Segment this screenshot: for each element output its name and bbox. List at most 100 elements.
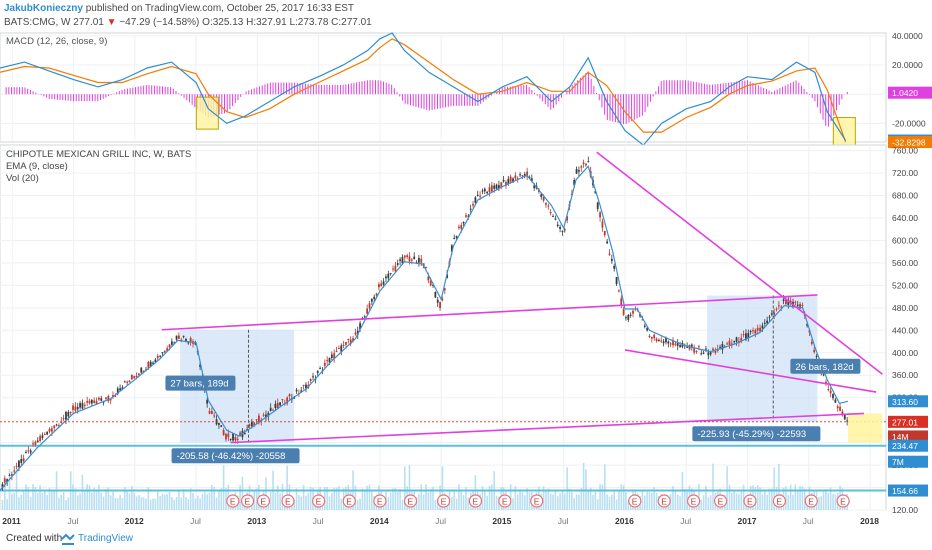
trendline[interactable] (624, 349, 877, 393)
time-axis[interactable]: 2011 Jul 2012 Jul 2013 Jul 2014 Jul 2015 Jul 2016 J… (2, 516, 879, 526)
macd-line[interactable] (0, 32, 847, 147)
earnings-marker-icon[interactable] (437, 494, 451, 508)
candle (276, 402, 279, 408)
price-tick-label: 760.00 (892, 146, 918, 156)
candle (700, 353, 703, 355)
price-tick-label: 120.00 (892, 505, 918, 515)
candle (401, 257, 404, 264)
candle (98, 397, 100, 400)
volume-bar (648, 492, 651, 510)
trendline[interactable] (161, 294, 818, 331)
candle (378, 284, 380, 288)
earnings-marker-icon[interactable] (281, 494, 295, 508)
candle (309, 379, 312, 381)
earnings-marker-label: E (502, 497, 508, 507)
earnings-marker-icon[interactable] (256, 494, 271, 508)
earnings-marker-icon[interactable] (403, 494, 418, 508)
candle (76, 407, 79, 410)
candle (458, 226, 460, 229)
earnings-marker-icon[interactable] (240, 494, 255, 508)
chart-canvas[interactable]: MACD (12, 26, close, 9)40.000020.00000.0… (0, 30, 932, 530)
candle (86, 400, 89, 403)
volume-bar (276, 485, 279, 510)
measure-box[interactable] (707, 295, 818, 422)
price-tick-label: 560.00 (892, 258, 918, 268)
earnings-marker-icon[interactable] (804, 494, 818, 508)
author-link[interactable]: JakubKonieczny (4, 3, 83, 14)
candle (345, 341, 347, 345)
ema-legend: EMA (9, close) (6, 161, 68, 172)
earnings-marker-label: E (718, 497, 724, 507)
earnings-marker-icon[interactable] (530, 494, 544, 508)
volume-bar (323, 487, 326, 510)
price-badge-label: 154.66 (892, 486, 918, 496)
candle (114, 395, 117, 397)
candle (512, 178, 514, 183)
candle (662, 341, 665, 344)
volume-bar (309, 486, 312, 510)
trendline[interactable] (596, 151, 883, 375)
earnings-marker-icon[interactable] (772, 494, 786, 508)
volume-bar (594, 489, 597, 510)
candle (206, 399, 209, 404)
volume-bar (740, 489, 743, 510)
earnings-marker-icon[interactable] (743, 494, 757, 508)
earnings-marker-icon[interactable] (836, 494, 850, 508)
candle (526, 171, 529, 177)
earnings-marker-icon[interactable] (342, 494, 356, 508)
earnings-marker-icon[interactable] (468, 494, 483, 508)
candle (709, 352, 712, 355)
volume-bar (93, 487, 96, 510)
earnings-marker-icon[interactable] (226, 494, 240, 508)
price-badge-label: 14M (892, 432, 909, 442)
volume-bar (705, 485, 707, 510)
time-tick-label: Jul (803, 516, 814, 526)
volume-bar (218, 491, 220, 510)
volume-bar (676, 494, 679, 510)
volume-bar (825, 489, 827, 510)
volume-bar (679, 496, 681, 510)
macd-signal-line[interactable] (0, 38, 847, 143)
volume-bar (199, 498, 201, 510)
earnings-marker-icon[interactable] (687, 494, 701, 508)
candle (815, 356, 818, 358)
volume-bar (818, 496, 820, 510)
price-badge (888, 415, 928, 428)
earnings-marker-icon[interactable] (373, 494, 387, 508)
candle (274, 403, 277, 409)
candle (620, 298, 623, 306)
earnings-marker-icon[interactable] (498, 494, 512, 508)
candle (330, 354, 333, 358)
candle (643, 325, 646, 327)
earnings-marker-icon[interactable] (657, 494, 671, 508)
candle (295, 389, 298, 392)
tradingview-link[interactable]: TradingView (78, 533, 134, 544)
volume-bar (293, 499, 296, 510)
tradingview-logo-icon (61, 533, 75, 545)
macd-value-label: 1.0420 (892, 88, 918, 98)
volume-bar (340, 498, 343, 510)
macd-pane[interactable]: MACD (12, 26, close, 9)40.000020.00000.0… (0, 31, 932, 149)
earnings-marker-icon[interactable] (312, 494, 326, 508)
volume-bar (834, 494, 837, 510)
earnings-marker-icon[interactable] (713, 494, 728, 508)
candle (578, 170, 580, 172)
trendline[interactable] (230, 412, 864, 444)
candle (3, 478, 6, 483)
candle (199, 364, 201, 367)
earnings-marker-icon[interactable] (628, 494, 642, 508)
candle (119, 388, 121, 391)
candle (587, 161, 590, 163)
candle (472, 203, 474, 206)
candle (610, 258, 613, 262)
volume-bar (286, 465, 288, 510)
candle (234, 437, 237, 441)
candle (269, 407, 272, 411)
volume-bar (44, 489, 46, 510)
volume-bar (62, 492, 65, 510)
candle (227, 433, 230, 438)
symbol-label[interactable]: BATS:CMG, W (4, 17, 71, 28)
ema-line[interactable] (0, 165, 849, 491)
volume-bar (48, 487, 51, 510)
